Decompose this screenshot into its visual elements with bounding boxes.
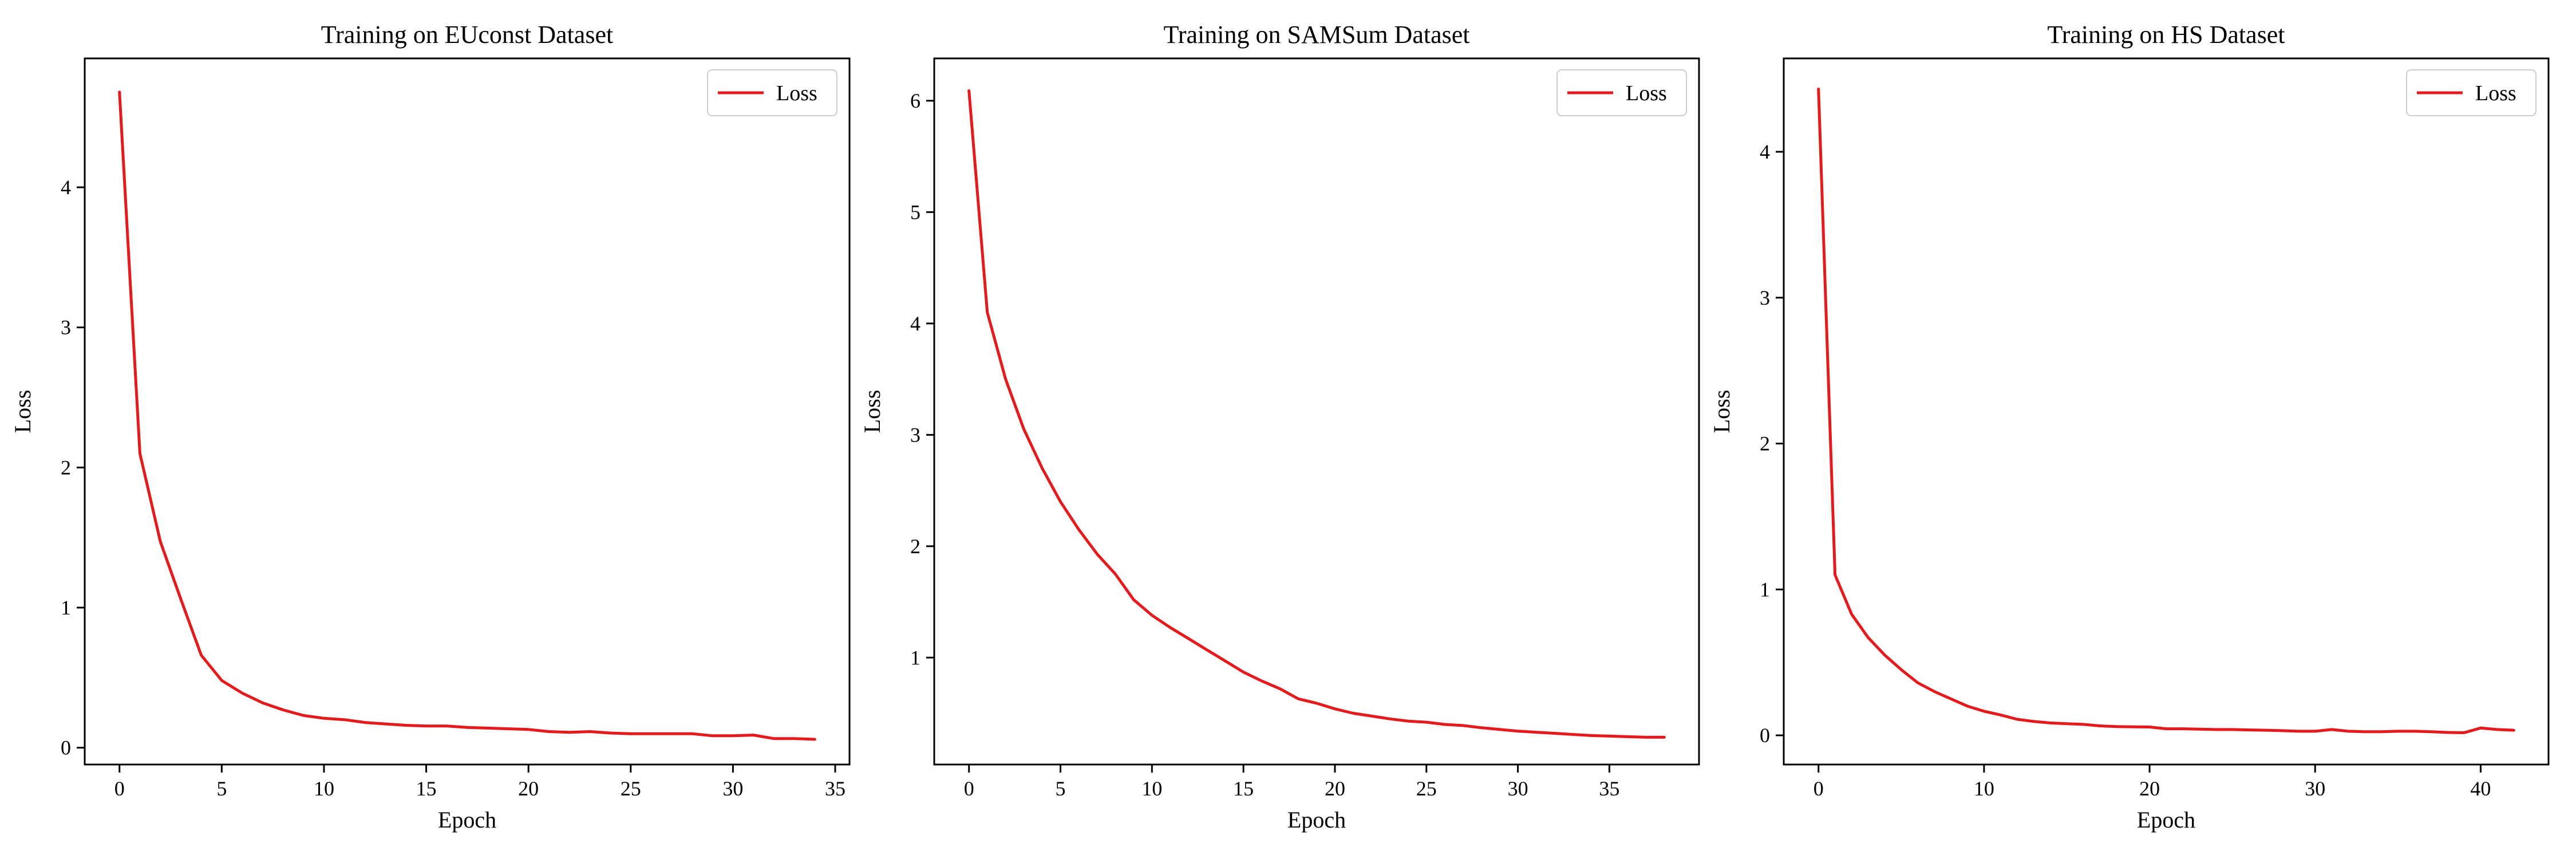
x-tick-label: 10 xyxy=(1974,777,1994,800)
x-axis-label: Epoch xyxy=(1287,807,1346,833)
x-tick-label: 0 xyxy=(964,777,974,800)
series-line-loss xyxy=(118,90,816,741)
legend-box xyxy=(1556,69,1687,116)
x-axis-label: Epoch xyxy=(2137,807,2195,833)
legend: Loss xyxy=(707,69,837,116)
plot-frame xyxy=(1783,57,2550,766)
y-tick-label: 4 xyxy=(1760,140,1770,163)
plot-frame xyxy=(933,57,1700,766)
y-tick-label: 2 xyxy=(61,456,71,479)
x-tick-label: 20 xyxy=(518,777,539,800)
plot-frame xyxy=(84,57,851,766)
legend: Loss xyxy=(1556,69,1687,116)
y-tick-label: 2 xyxy=(1760,432,1770,455)
x-tick-label: 25 xyxy=(1416,777,1437,800)
legend: Loss xyxy=(2406,69,2537,116)
legend-label: Loss xyxy=(776,81,817,105)
x-tick-label: 0 xyxy=(114,777,125,800)
x-tick-label: 20 xyxy=(2139,777,2160,800)
x-tick-label: 15 xyxy=(1233,777,1254,800)
y-tick-label: 4 xyxy=(61,176,71,199)
series-line-loss xyxy=(1817,88,2515,734)
x-tick-label: 35 xyxy=(825,777,846,800)
x-tick-label: 15 xyxy=(416,777,437,800)
y-tick-label: 2 xyxy=(910,535,920,558)
chart-panel-hs: Training on HS Dataset Epoch Loss 0 10 20 3… xyxy=(1709,21,2550,833)
legend-label: Loss xyxy=(1626,81,1667,105)
y-tick-label: 3 xyxy=(61,316,71,339)
x-tick-label: 5 xyxy=(1056,777,1066,800)
chart-panel-euconst: Training on EUconst Dataset Epoch Loss 0… xyxy=(10,21,851,833)
y-tick-label: 4 xyxy=(910,312,920,335)
y-axis-label: Loss xyxy=(1709,390,1735,434)
y-tick-label: 5 xyxy=(910,200,920,223)
y-tick-label: 3 xyxy=(1760,286,1770,309)
x-tick-label: 30 xyxy=(2305,777,2325,800)
x-tick-label: 20 xyxy=(1325,777,1345,800)
legend-box xyxy=(2406,69,2537,116)
x-tick-label: 10 xyxy=(314,777,334,800)
x-tick-label: 5 xyxy=(216,777,227,800)
y-tick-label: 0 xyxy=(61,736,71,759)
legend-label: Loss xyxy=(2475,81,2516,105)
chart-title: Training on HS Dataset xyxy=(2047,21,2285,49)
x-tick-label: 0 xyxy=(1814,777,1824,800)
chart-title: Training on EUconst Dataset xyxy=(321,21,613,49)
x-axis-label: Epoch xyxy=(438,807,496,833)
chart-panel-samsum: Training on SAMSum Dataset Epoch Loss 0 5… xyxy=(859,21,1700,833)
y-tick-label: 1 xyxy=(910,646,920,669)
y-tick-label: 1 xyxy=(61,596,71,619)
series-line-loss xyxy=(967,89,1666,739)
x-tick-label: 30 xyxy=(722,777,743,800)
x-tick-label: 25 xyxy=(621,777,641,800)
y-tick-label: 6 xyxy=(910,89,920,112)
legend-box xyxy=(707,69,837,116)
x-tick-label: 10 xyxy=(1141,777,1162,800)
y-axis-label: Loss xyxy=(859,390,885,434)
x-tick-label: 40 xyxy=(2470,777,2491,800)
y-tick-label: 0 xyxy=(1760,724,1770,747)
y-tick-label: 3 xyxy=(910,423,920,446)
y-tick-label: 1 xyxy=(1760,578,1770,601)
chart-title: Training on SAMSum Dataset xyxy=(1164,21,1470,49)
y-axis-label: Loss xyxy=(10,390,35,434)
x-tick-label: 30 xyxy=(1508,777,1528,800)
x-tick-label: 35 xyxy=(1599,777,1619,800)
